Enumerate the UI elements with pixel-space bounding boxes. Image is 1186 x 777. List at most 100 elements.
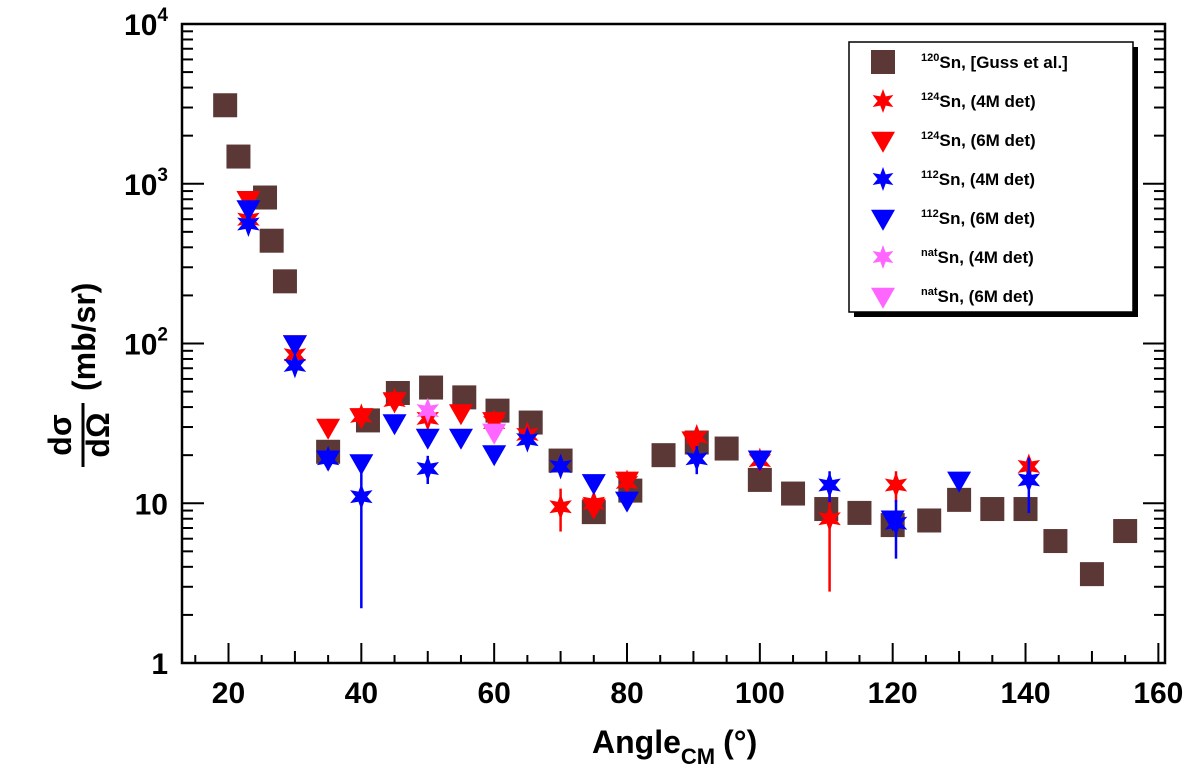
data-point: [581, 474, 606, 496]
data-point: [681, 431, 706, 453]
y-axis-denominator: dΩ: [80, 412, 116, 457]
legend-entry: 112Sn, (6M det): [871, 208, 1035, 231]
series-112-triangle: [236, 200, 972, 532]
x-tick-label: 160: [1133, 677, 1183, 710]
x-tick-label: 60: [477, 677, 510, 710]
legend-entry: 124Sn, (6M det): [871, 130, 1036, 153]
series-112-star: [237, 210, 1041, 609]
legend-label: natSn, (6M det): [921, 286, 1034, 306]
data-point: [482, 423, 507, 445]
data-point: [884, 472, 908, 499]
data-point: [615, 491, 640, 513]
x-tick-label: 120: [868, 677, 918, 710]
legend-label: 120Sn, [Guss et al.]: [921, 52, 1068, 72]
series-nat-triangle: [482, 423, 507, 445]
y-tick-label: 104: [124, 5, 168, 42]
series-nat-star: [416, 397, 440, 424]
legend: 120Sn, [Guss et al.] 124Sn, (4M det) 124Sn…: [848, 41, 1138, 317]
data-point: [419, 375, 444, 400]
x-tick-label: 100: [735, 677, 785, 710]
legend-label: 112Sn, (4M det): [921, 169, 1035, 189]
data-point: [213, 93, 238, 118]
x-tick-label: 140: [1000, 677, 1050, 710]
data-point: [448, 428, 473, 450]
y-tick-label: 102: [124, 325, 168, 362]
legend-marker-square: [871, 50, 895, 74]
data-point: [482, 445, 507, 467]
x-tick-label: 20: [212, 677, 245, 710]
data-point: [349, 408, 374, 430]
y-axis-unit: (mb/sr): [66, 283, 102, 391]
legend-entry: 112Sn, (4M det): [872, 167, 1035, 191]
legend-label: 124Sn, (6M det): [921, 130, 1036, 150]
legend-marker-triangle: [871, 209, 895, 231]
legend-marker-star: [872, 167, 894, 191]
data-point: [747, 450, 772, 472]
x-tick-label: 40: [345, 677, 378, 710]
y-tick-label: 1: [151, 648, 168, 681]
data-point: [516, 426, 539, 453]
data-point: [416, 397, 440, 424]
data-point: [416, 455, 440, 482]
y-tick-label: 103: [124, 165, 168, 202]
data-point: [880, 510, 905, 532]
data-point: [282, 335, 307, 357]
legend-label: 112Sn, (6M det): [921, 208, 1035, 228]
legend-label: natSn, (4M det): [921, 247, 1034, 267]
data-point: [237, 210, 260, 237]
data-point: [980, 497, 1005, 522]
x-tick-label: 80: [610, 677, 643, 710]
y-tick-label: 10: [135, 488, 168, 521]
data-point: [1113, 519, 1138, 544]
data-point: [781, 481, 806, 506]
data-point: [615, 471, 640, 493]
legend-marker-star: [872, 89, 894, 113]
data-point: [1013, 497, 1038, 522]
data-point: [382, 414, 407, 436]
legend-entry: natSn, (4M det): [872, 245, 1034, 269]
legend-entry: 120Sn, [Guss et al.]: [871, 50, 1068, 74]
data-point: [350, 483, 373, 510]
data-point: [415, 428, 440, 450]
y-axis-title: dσ dΩ (mb/sr): [42, 283, 116, 467]
legend-marker-triangle: [871, 287, 895, 309]
data-point: [847, 500, 872, 525]
data-point: [549, 453, 572, 480]
y-axis-numerator: dσ: [42, 414, 78, 456]
legend-label: 124Sn, (4M det): [921, 91, 1036, 111]
data-point: [482, 412, 507, 434]
data-point: [259, 228, 284, 253]
data-point: [382, 392, 407, 414]
y-axis-ticks: 1 10 102 103 104: [124, 5, 1165, 681]
data-point: [947, 471, 972, 493]
legend-box: [848, 41, 1134, 313]
data-point: [316, 450, 341, 472]
legend-entry: 124Sn, (4M det): [872, 89, 1036, 113]
data-point: [917, 508, 942, 533]
data-point: [448, 404, 473, 426]
x-axis-title: AngleCM (°): [592, 724, 757, 769]
x-axis-ticks: 20 40 60 80 100 120 140 160: [194, 643, 1183, 710]
data-point: [818, 472, 841, 499]
data-point: [316, 418, 341, 440]
data-point: [226, 144, 251, 169]
legend-marker-triangle: [871, 131, 895, 153]
data-point: [272, 269, 297, 294]
data-point: [714, 436, 739, 461]
series-124-triangle: [236, 190, 772, 520]
data-point: [236, 200, 261, 222]
data-point: [581, 498, 606, 520]
legend-marker-star: [872, 245, 894, 269]
data-point: [818, 505, 841, 532]
data-point: [349, 454, 374, 476]
data-points: [213, 93, 1138, 609]
data-point: [1079, 562, 1104, 587]
data-point: [283, 352, 307, 379]
data-point: [685, 445, 708, 472]
legend-entry: natSn, (6M det): [871, 286, 1034, 309]
data-point: [1043, 529, 1068, 554]
data-point: [1017, 466, 1041, 493]
data-point: [651, 443, 676, 468]
data-point: [549, 493, 572, 520]
